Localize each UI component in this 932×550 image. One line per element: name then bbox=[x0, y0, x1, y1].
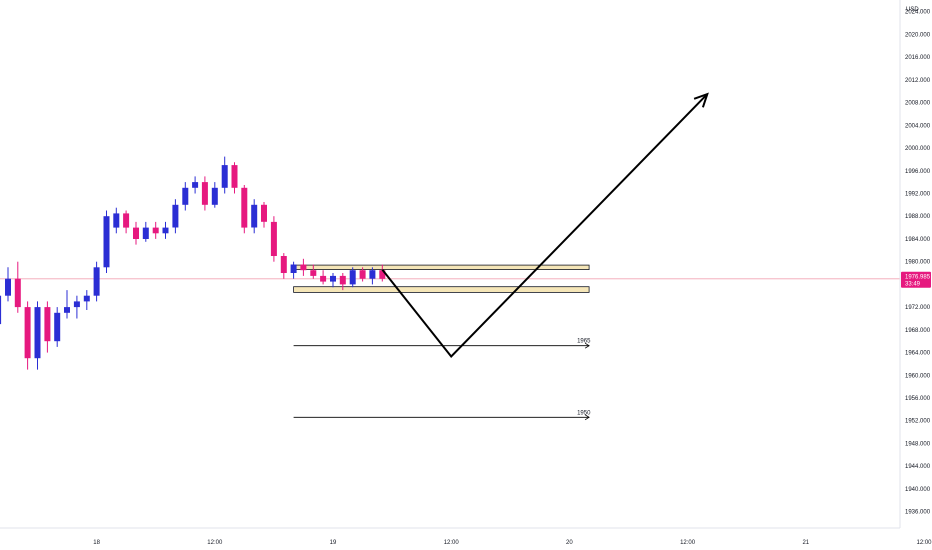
candle-body bbox=[182, 187, 189, 205]
levels-layer: 1965 1950 bbox=[293, 339, 591, 421]
candle-body bbox=[93, 267, 100, 296]
time-tick-label: 12:00 bbox=[916, 540, 932, 546]
price-tick-label: 1992.000 bbox=[905, 192, 931, 198]
time-tick-label: 18 bbox=[93, 540, 100, 546]
candle-body bbox=[24, 307, 31, 359]
price-tick-label: 2000.000 bbox=[905, 146, 931, 152]
price-tick-label: 2012.000 bbox=[905, 78, 931, 84]
candle-body bbox=[320, 275, 327, 282]
price-tick-label: 1968.000 bbox=[905, 328, 931, 334]
time-tick-label: 20 bbox=[566, 540, 573, 546]
candle-body bbox=[0, 295, 2, 325]
price-tick-label: 1980.000 bbox=[905, 260, 931, 266]
candle-body bbox=[310, 270, 317, 276]
candle-body bbox=[251, 204, 258, 228]
candles-layer bbox=[0, 156, 386, 370]
level-arrowhead bbox=[584, 414, 590, 421]
candle-body bbox=[113, 213, 120, 228]
price-tick-label: 1964.000 bbox=[905, 351, 931, 357]
price-tick-label: 1972.000 bbox=[905, 305, 931, 311]
projection-layer bbox=[381, 92, 709, 359]
candle-body bbox=[280, 256, 287, 273]
candle-body bbox=[142, 227, 149, 239]
candle-body bbox=[241, 187, 248, 228]
price-tick-label: 2024.000 bbox=[905, 10, 931, 16]
candle-body bbox=[211, 187, 218, 205]
level-label: 1965 bbox=[577, 339, 591, 345]
zone-box bbox=[293, 286, 590, 293]
price-axis[interactable]: USD 2024.000 2020.000 2016.000 2012.000 2008… bbox=[905, 7, 931, 516]
candle-body bbox=[349, 270, 356, 285]
price-tick-label: 2008.000 bbox=[905, 101, 931, 107]
time-tick-label: 12:00 bbox=[680, 540, 696, 546]
zone-box bbox=[293, 264, 590, 271]
zones-layer bbox=[293, 264, 590, 293]
candle-body bbox=[290, 264, 297, 273]
level-arrowhead bbox=[584, 342, 590, 349]
time-axis[interactable]: 12:001812:001912:002012:002112:002212:00… bbox=[0, 540, 932, 546]
current-price-countdown: 33:49 bbox=[905, 281, 921, 287]
level-label: 1950 bbox=[577, 410, 591, 416]
price-tick-label: 1948.000 bbox=[905, 442, 931, 448]
price-tick-label: 1984.000 bbox=[905, 237, 931, 243]
candle-body bbox=[221, 165, 228, 188]
candle-body bbox=[64, 307, 70, 313]
time-tick-label: 12:00 bbox=[444, 540, 460, 546]
time-tick-label: 12:00 bbox=[207, 540, 223, 546]
candle-body bbox=[44, 307, 51, 342]
candle-body bbox=[270, 221, 277, 256]
price-tick-label: 2004.000 bbox=[905, 123, 931, 129]
currency-label: USD bbox=[906, 7, 919, 13]
candle-body bbox=[133, 227, 139, 239]
candle-body bbox=[339, 275, 346, 285]
projection-arrowhead bbox=[693, 92, 709, 108]
price-tick-label: 1944.000 bbox=[905, 464, 931, 470]
candle-body bbox=[261, 204, 267, 222]
candle-body bbox=[359, 270, 366, 279]
candle-body bbox=[103, 216, 110, 268]
candle-body bbox=[34, 307, 41, 359]
candle-body bbox=[5, 278, 11, 296]
candle-body bbox=[152, 227, 159, 234]
projection-line bbox=[381, 93, 709, 359]
price-tick-label: 1960.000 bbox=[905, 373, 931, 379]
price-tick-label: 1936.000 bbox=[905, 510, 931, 516]
price-tick-label: 1940.000 bbox=[905, 487, 931, 493]
current-price-badge-bg bbox=[901, 271, 931, 288]
candle-body bbox=[231, 165, 238, 188]
candle-body bbox=[54, 312, 61, 342]
candle-body bbox=[14, 278, 21, 308]
candle-body bbox=[330, 275, 336, 282]
time-tick-label: 21 bbox=[802, 540, 809, 546]
price-tick-label: 2020.000 bbox=[905, 32, 931, 38]
candle-body bbox=[192, 182, 199, 188]
candle-body bbox=[369, 270, 376, 279]
candle-body bbox=[379, 270, 386, 279]
candle-body bbox=[123, 213, 130, 228]
price-tick-label: 1988.000 bbox=[905, 214, 931, 220]
current-price-value: 1976.985 bbox=[905, 274, 931, 280]
candle-body bbox=[300, 264, 307, 271]
candle-body bbox=[201, 182, 208, 205]
price-tick-label: 1996.000 bbox=[905, 169, 931, 175]
candle-body bbox=[162, 227, 169, 234]
price-tick-label: 1952.000 bbox=[905, 419, 931, 425]
price-tick-label: 2016.000 bbox=[905, 55, 931, 61]
candle-body bbox=[73, 301, 80, 308]
candle-body bbox=[83, 295, 90, 302]
price-tick-label: 1956.000 bbox=[905, 396, 931, 402]
candle-body bbox=[172, 204, 179, 228]
time-tick-label: 19 bbox=[330, 540, 337, 546]
